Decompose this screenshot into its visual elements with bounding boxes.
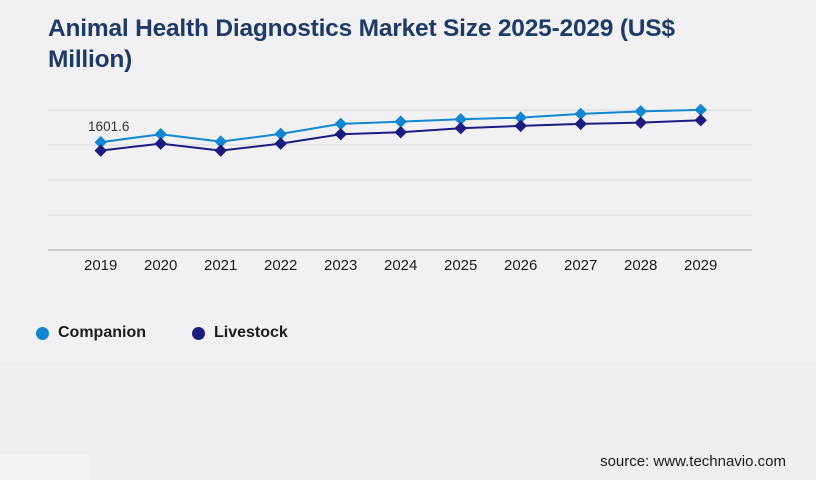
legend-item-companion[interactable]: Companion — [36, 324, 146, 342]
marker-diamond-companion-2028 — [634, 105, 647, 118]
marker-diamond-livestock-2021 — [214, 144, 227, 157]
marker-diamond-companion-2024 — [394, 115, 407, 128]
chart-title-line1: Animal Health Diagnostics Market Size 20… — [48, 15, 675, 42]
legend-dot-icon — [192, 326, 205, 340]
marker-diamond-companion-2025 — [454, 112, 467, 126]
marker-diamond-companion-2029 — [694, 103, 707, 117]
x-tick-label-2019: 2019 — [84, 257, 117, 274]
legend-dot-icon — [36, 326, 49, 340]
marker-diamond-livestock-2022 — [274, 137, 287, 150]
chart-title: Animal Health Diagnostics Market Size 20… — [48, 13, 675, 75]
x-tick-label-2022: 2022 — [264, 257, 297, 274]
marker-diamond-companion-2021 — [214, 135, 227, 148]
x-tick-label-2024: 2024 — [384, 257, 417, 274]
x-tick-label-2025: 2025 — [444, 257, 477, 274]
marker-diamond-livestock-2020 — [154, 137, 167, 150]
chart-title-line2: Million) — [48, 46, 133, 73]
series-livestock — [94, 113, 707, 157]
legend-item-livestock[interactable]: Livestock — [192, 324, 288, 342]
marker-diamond-livestock-2029 — [694, 113, 707, 127]
x-tick-label-2027: 2027 — [564, 257, 597, 274]
marker-diamond-companion-2020 — [154, 127, 167, 141]
x-tick-label-2026: 2026 — [504, 257, 537, 274]
source-attribution: source: www.technavio.com — [600, 453, 786, 470]
bottom-left-corner-patch — [0, 455, 90, 480]
marker-diamond-livestock-2025 — [454, 121, 467, 135]
chart-legend: Companion Livestock — [36, 324, 288, 342]
x-tick-label-2021: 2021 — [204, 257, 237, 274]
series-companion — [94, 103, 707, 149]
marker-diamond-livestock-2027 — [574, 117, 587, 131]
x-tick-label-2029: 2029 — [684, 257, 717, 274]
legend-label: Companion — [58, 324, 146, 341]
x-tick-label-2023: 2023 — [324, 257, 357, 274]
marker-diamond-livestock-2026 — [514, 119, 527, 133]
marker-diamond-livestock-2023 — [334, 127, 347, 141]
lower-background-band — [0, 362, 816, 480]
marker-diamond-livestock-2024 — [394, 125, 407, 139]
marker-diamond-companion-2022 — [274, 127, 287, 141]
marker-diamond-livestock-2028 — [634, 116, 647, 129]
x-tick-label-2028: 2028 — [624, 257, 657, 274]
x-axis-labels: 2019 2020 2021 2022 2023 2024 2025 2026 2027 2028… — [84, 257, 717, 274]
marker-diamond-companion-2027 — [574, 107, 587, 121]
marker-diamond-companion-2019 — [94, 135, 107, 149]
data-label: 1601.6 — [88, 119, 129, 134]
marker-diamond-companion-2023 — [334, 117, 347, 131]
x-tick-label-2020: 2020 — [144, 257, 177, 274]
legend-label: Livestock — [214, 324, 288, 341]
marker-diamond-livestock-2019 — [94, 144, 107, 157]
marker-diamond-companion-2026 — [514, 111, 527, 124]
